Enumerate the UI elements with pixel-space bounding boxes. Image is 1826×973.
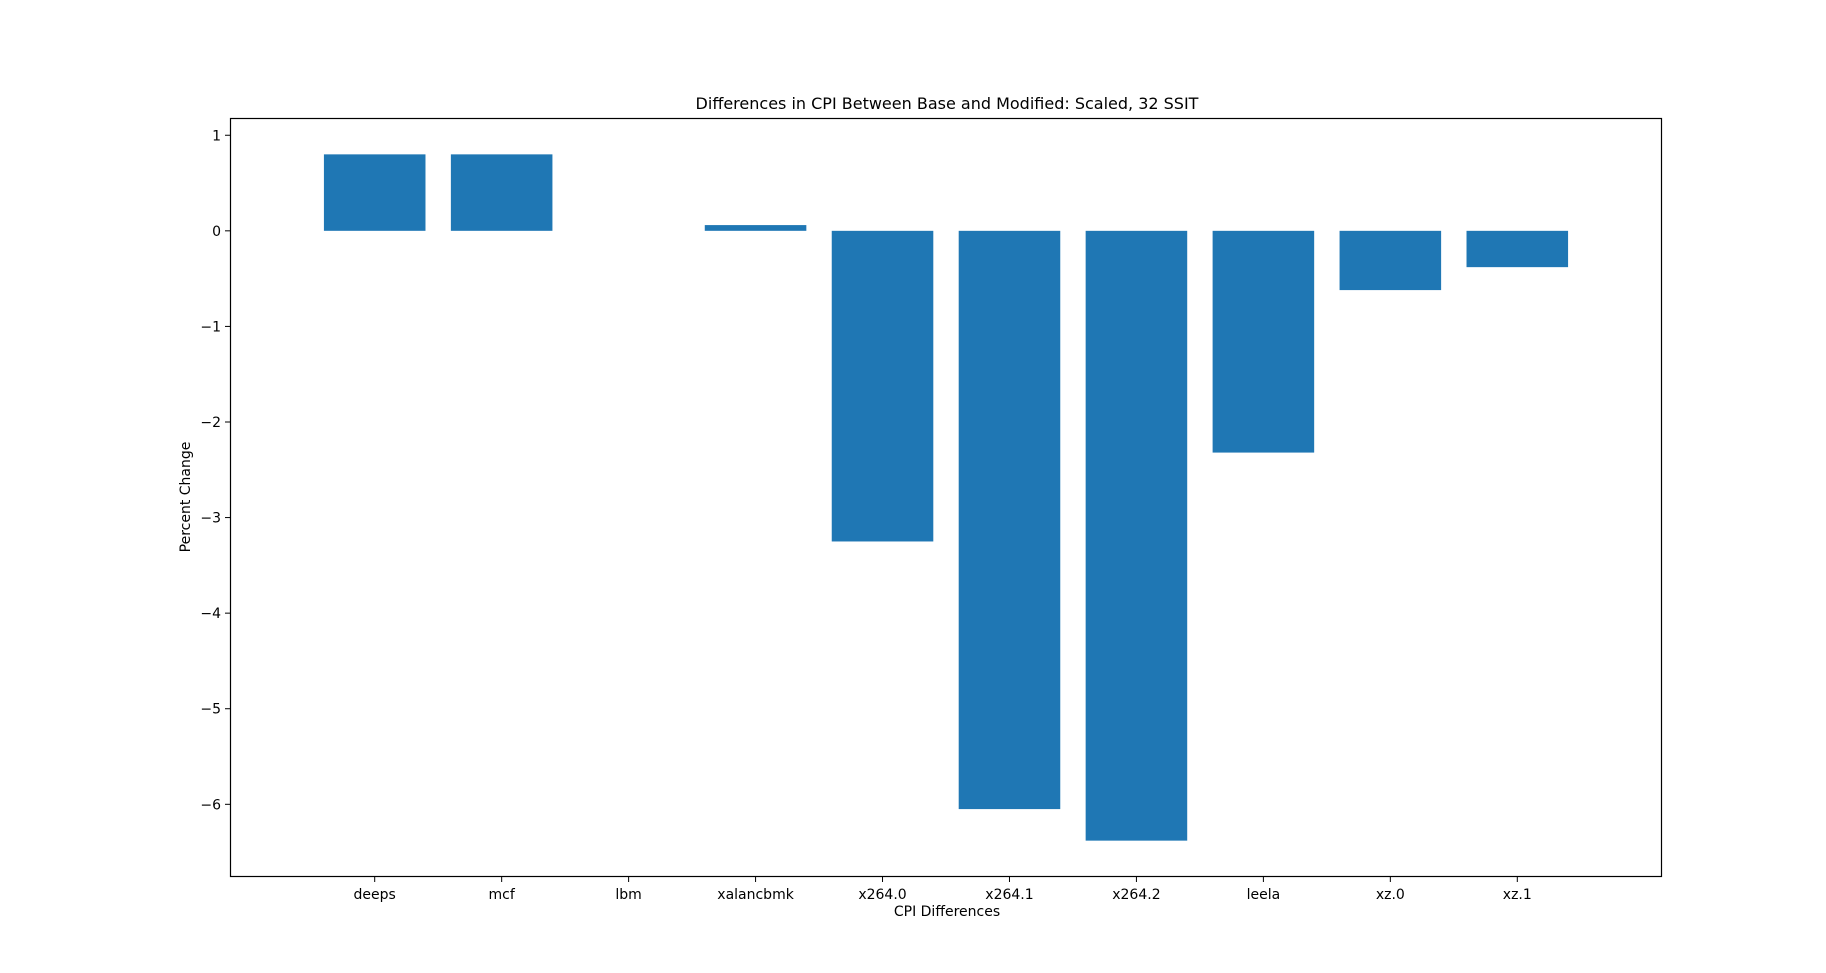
x-tick-label: xz.0 — [1376, 887, 1405, 903]
y-tick-label: −5 — [200, 702, 221, 718]
bar-x264-2 — [1085, 230, 1188, 841]
bar-deeps — [323, 154, 426, 231]
x-tick-label: x264.1 — [985, 887, 1033, 903]
x-tick-label: x264.0 — [858, 887, 906, 903]
y-tick-label: −6 — [200, 797, 221, 813]
y-tick-label: −4 — [200, 606, 221, 622]
x-tick-label: xz.1 — [1503, 887, 1532, 903]
bar-mcf — [450, 154, 553, 231]
x-tick-label: xalancbmk — [717, 887, 794, 903]
bar-xz-0 — [1339, 230, 1442, 291]
bar-xz-1 — [1466, 230, 1569, 268]
plot-area-frame — [229, 117, 1663, 878]
bar-x264-0 — [831, 230, 934, 542]
x-tick-label: leela — [1247, 887, 1281, 903]
chart-title: Differences in CPI Between Base and Modi… — [696, 94, 1199, 113]
y-tick-label: −1 — [200, 319, 221, 335]
y-axis-label: Percent Change — [178, 442, 194, 553]
y-tick-label: 1 — [212, 128, 221, 144]
bar-leela — [1212, 230, 1315, 453]
x-axis-label: CPI Differences — [894, 904, 1000, 920]
bar-xalancbmk — [704, 225, 807, 231]
y-tick-label: −2 — [200, 415, 221, 431]
bars-group — [323, 154, 1569, 841]
y-tick-label: 0 — [212, 224, 221, 240]
x-tick-label: lbm — [615, 887, 641, 903]
x-tick-label: mcf — [489, 887, 516, 903]
x-tick-label: x264.2 — [1112, 887, 1160, 903]
x-axis-ticks: deeps mcf lbm xalancbmk x264.0 x264.1 x264.2 le… — [354, 876, 1532, 903]
bar-x264-1 — [958, 230, 1061, 810]
y-tick-label: −3 — [200, 511, 221, 527]
x-tick-label: deeps — [354, 887, 396, 903]
y-axis-ticks: 1 0 −1 −2 −3 −4 −5 −6 — [200, 128, 231, 813]
